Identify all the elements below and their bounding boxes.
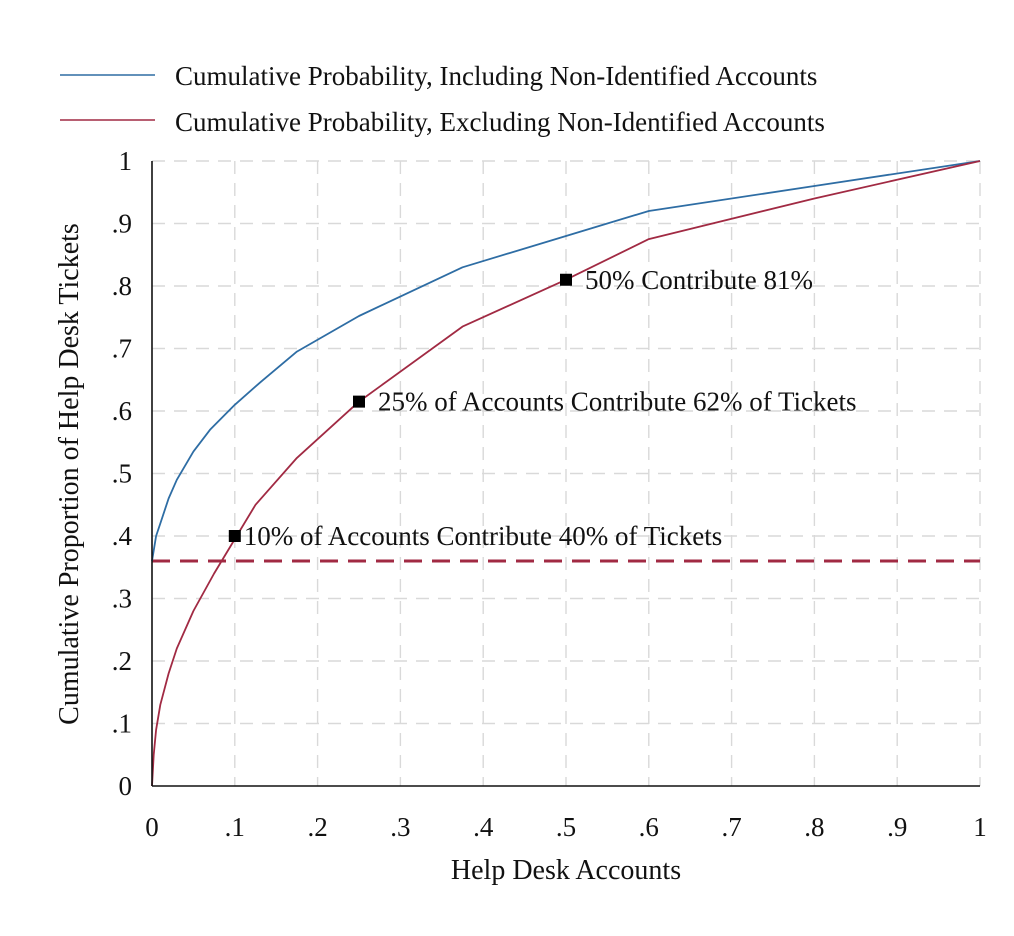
x-tick-label-9: .9: [887, 812, 907, 842]
y-tick-label-1: .1: [112, 709, 132, 739]
y-tick-label-3: .3: [112, 584, 132, 614]
y-tick-label-4: .4: [112, 521, 133, 551]
y-axis-title: Cumulative Proportion of Help Desk Ticke…: [54, 223, 85, 725]
series-line-including: [151, 160, 981, 562]
y-tick-label-10: 1: [119, 146, 133, 176]
annotation-markers: [228, 273, 572, 542]
legend: Cumulative Probability, Including Non-Id…: [60, 61, 825, 137]
annotation-marker-2: [560, 273, 572, 286]
x-tick-label-10: 1: [973, 812, 987, 842]
grid: [152, 160, 981, 786]
annotation-marker-0: [228, 530, 241, 542]
legend-label-including: Cumulative Probability, Including Non-Id…: [175, 61, 817, 91]
x-tick-label-6: .6: [639, 812, 659, 842]
annotation-labels: 10% of Accounts Contribute 40% of Ticket…: [244, 265, 857, 551]
x-axis-title: Help Desk Accounts: [451, 855, 681, 886]
legend-label-excluding: Cumulative Probability, Excluding Non-Id…: [175, 107, 825, 137]
y-tick-label-5: .5: [112, 459, 132, 489]
x-tick-label-4: .4: [473, 812, 494, 842]
annotation-marker-1: [353, 395, 365, 408]
annotation-label-1: 25% of Accounts Contribute 62% of Ticket…: [378, 387, 856, 417]
axes: [151, 161, 980, 787]
annotation-label-0: 10% of Accounts Contribute 40% of Ticket…: [244, 521, 722, 551]
x-tick-label-3: .3: [390, 812, 410, 842]
y-tick-label-9: .9: [112, 209, 132, 239]
annotation-label-2: 50% Contribute 81%: [585, 265, 813, 295]
y-tick-label-6: .6: [112, 396, 132, 426]
y-tick-label-8: .8: [112, 271, 132, 301]
x-tick-label-8: .8: [804, 812, 824, 842]
x-tick-label-5: .5: [556, 812, 576, 842]
x-tick-label-0: 0: [145, 812, 159, 842]
x-tick-label-2: .2: [307, 812, 327, 842]
y-tick-label-7: .7: [112, 334, 132, 364]
x-tick-label-1: .1: [225, 812, 245, 842]
y-tick-label-2: .2: [112, 646, 132, 676]
y-tick-label-0: 0: [119, 771, 133, 801]
x-tick-label-7: .7: [721, 812, 741, 842]
x-tick-labels: 0 .1 .2 .3 .4 .5 .6 .7 .8 .9 1: [145, 812, 987, 842]
y-tick-labels: 0 .1 .2 .3 .4 .5 .6 .7 .8 .9 1: [112, 146, 133, 801]
